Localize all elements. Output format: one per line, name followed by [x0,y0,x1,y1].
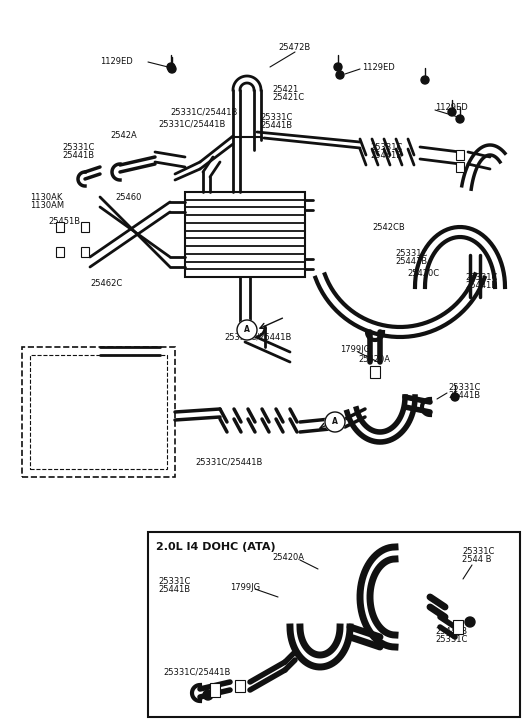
Text: 25331C: 25331C [395,249,427,257]
Circle shape [451,393,459,401]
Bar [456,162,464,172]
Bar [22,347,175,477]
Text: 25441B: 25441B [448,390,480,400]
Text: 25331C: 25331C [448,382,481,392]
Text: 25331C/25441B: 25331C/25441B [170,108,237,116]
Circle shape [336,71,344,79]
Text: 1129ED: 1129ED [435,103,468,111]
Text: 25460: 25460 [115,193,141,201]
Bar [148,532,520,717]
Text: 25441B: 25441B [260,121,292,129]
Text: 25441B: 25441B [395,257,427,265]
Text: A: A [332,417,338,427]
Text: 25441B: 25441B [465,281,497,289]
Text: 25441B: 25441B [435,627,467,637]
Text: 25451B: 25451B [48,217,80,227]
Bar [210,683,220,697]
Text: 1799JG: 1799JG [230,582,260,592]
Circle shape [421,76,429,84]
Text: 25331C: 25331C [465,273,498,281]
Bar [56,222,64,232]
Text: 25420C: 25420C [407,270,439,278]
Text: 2.0L I4 DOHC (ATA): 2.0L I4 DOHC (ATA) [156,542,276,552]
Circle shape [325,412,345,432]
Circle shape [167,63,175,71]
Bar [453,620,463,634]
Circle shape [456,115,464,123]
Circle shape [237,320,257,340]
Text: 25331C: 25331C [370,142,402,151]
Text: 25421C: 25421C [272,94,304,103]
Text: 25331C: 25331C [158,577,191,587]
Text: 25331C: 25331C [62,142,95,151]
Circle shape [203,690,213,700]
Text: 25331C/25441B: 25331C/25441B [163,667,230,677]
Bar [370,366,380,378]
Circle shape [448,108,456,116]
Text: 25441B: 25441B [370,150,402,159]
Text: 1130AM: 1130AM [30,201,64,209]
Text: 25420A: 25420A [272,553,304,561]
Bar [30,355,167,469]
Text: 25331C/25441B: 25331C/25441B [195,457,262,467]
Text: 2542CB: 2542CB [372,222,405,231]
Text: 25331C: 25331C [260,113,293,121]
Text: 25421: 25421 [272,86,298,95]
Text: A: A [244,326,250,334]
Circle shape [168,65,176,73]
Text: 2542A: 2542A [110,132,137,140]
Text: 25331C/25441B: 25331C/25441B [158,119,225,129]
Bar [81,247,89,257]
Bar [235,680,245,692]
Text: 1130AK: 1130AK [30,193,62,201]
Text: 25331C/25441B: 25331C/25441B [224,332,292,342]
Text: 1129ED: 1129ED [100,57,133,66]
Text: 25420A: 25420A [358,356,390,364]
Text: 25472B: 25472B [278,42,310,52]
Circle shape [465,617,475,627]
Text: 25441B: 25441B [158,585,190,595]
Text: 25462C: 25462C [90,279,122,289]
Text: 25441B: 25441B [62,150,94,159]
Text: 2544 B: 2544 B [462,555,492,564]
Text: 25331C: 25331C [435,635,467,645]
Text: 1129ED: 1129ED [362,63,395,71]
Circle shape [334,63,342,71]
Bar [56,247,64,257]
Text: 1799JG: 1799JG [340,345,370,353]
Text: 25331C: 25331C [462,547,494,556]
Bar [456,150,464,160]
Bar [185,192,305,277]
Bar [81,222,89,232]
